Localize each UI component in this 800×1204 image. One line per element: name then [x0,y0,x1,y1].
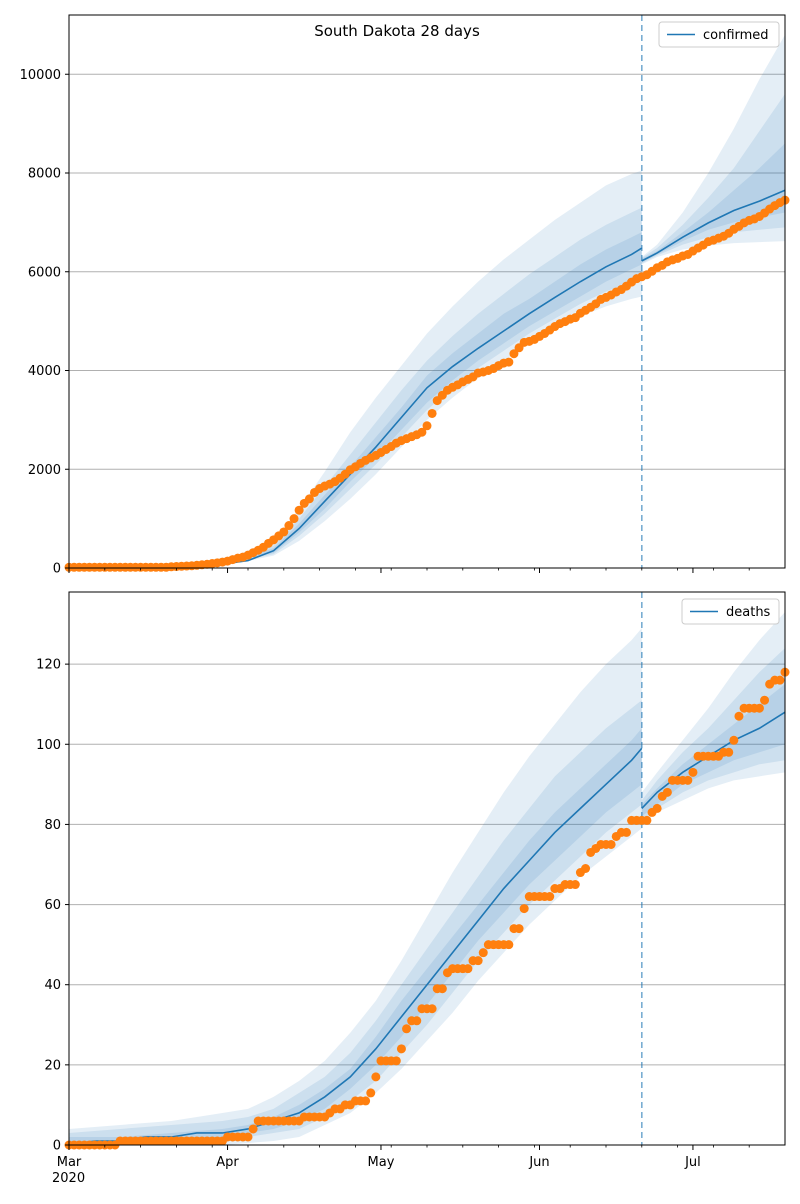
y-tick-label: 40 [44,978,61,993]
y-tick-label: 60 [44,898,61,913]
y-tick-label: 8000 [28,167,61,182]
observed-point [509,349,519,359]
observed-point [642,815,652,825]
observed-point [304,494,314,504]
y-tick-label: 120 [36,658,61,673]
uncertainty-band [69,170,642,568]
observed-point [402,1024,412,1034]
observed-point [294,505,304,515]
observed-point [570,880,580,890]
observed-point [683,775,693,785]
observed-point [284,521,294,531]
y-tick-label: 2000 [28,463,61,478]
observed-point [734,711,744,721]
y-tick-label: 100 [36,738,61,753]
observed-point [243,1132,253,1142]
forecast-line [641,189,786,262]
observed-point [478,948,488,958]
x-year-label: 2020 [52,1171,85,1186]
x-tick-label: Jul [684,1155,701,1170]
observed-point [279,527,289,537]
plot-frame [68,14,786,569]
y-tick-label: 0 [53,562,61,577]
observed-point [688,767,698,777]
observed-point [391,1056,401,1066]
observed-point [621,827,631,837]
observed-point [437,984,447,994]
observed-point [652,803,662,813]
observed-point [289,514,299,524]
y-tick-label: 80 [44,818,61,833]
x-tick-label: Apr [216,1155,239,1170]
observed-point [519,904,529,914]
observed-point [581,864,591,873]
observed-point [473,956,483,966]
observed-point [417,427,427,437]
observed-point [724,747,734,757]
legend-label: deaths [726,605,771,620]
chart-title: South Dakota 28 days [314,22,480,40]
x-tick-label: May [368,1155,395,1170]
x-tick-label: Mar [57,1155,82,1170]
observed-point [545,892,555,902]
x-tick-label: Jun [528,1155,549,1170]
observed-point [463,964,473,974]
observed-point [422,421,432,431]
legend-box [658,21,780,48]
legend-label: confirmed [703,28,769,43]
observed-point [366,1088,376,1098]
observed-point [775,675,785,685]
uncertainty-band [69,700,642,1145]
observed-point [371,1072,381,1082]
y-tick-label: 4000 [28,364,61,379]
x-axis: Mar Apr May Jun Jul 2020 [52,1155,701,1186]
observed-point [729,735,739,745]
uncertainty-band [641,34,785,265]
uncertainty-band [69,232,642,568]
observed-point [361,1096,371,1106]
observed-point [754,703,764,713]
confirmed-panel: 0 2000 4000 6000 8000 10000 confirmed [20,14,790,577]
legend-box [681,598,780,625]
observed-point [760,695,770,705]
observed-point [396,1044,406,1054]
observed-point [427,408,437,418]
observed-point [248,1124,258,1134]
observed-point [662,787,672,797]
uncertainty-band [69,628,642,1145]
plot-frame [68,591,786,1146]
observed-point [504,357,514,367]
uncertainty-band [641,612,785,825]
y-tick-label: 6000 [28,265,61,280]
observed-point [412,1016,422,1026]
observed-point [514,924,524,934]
deaths-panel: 0 20 40 60 80 100 120 deaths [36,591,790,1154]
y-tick-label: 10000 [20,68,61,83]
y-tick-label: 0 [53,1139,61,1154]
observed-point [504,940,514,950]
observed-point [606,839,616,849]
uncertainty-band [69,207,642,568]
observed-point [427,1004,437,1014]
fit-line [68,247,643,569]
y-tick-label: 20 [44,1058,61,1073]
